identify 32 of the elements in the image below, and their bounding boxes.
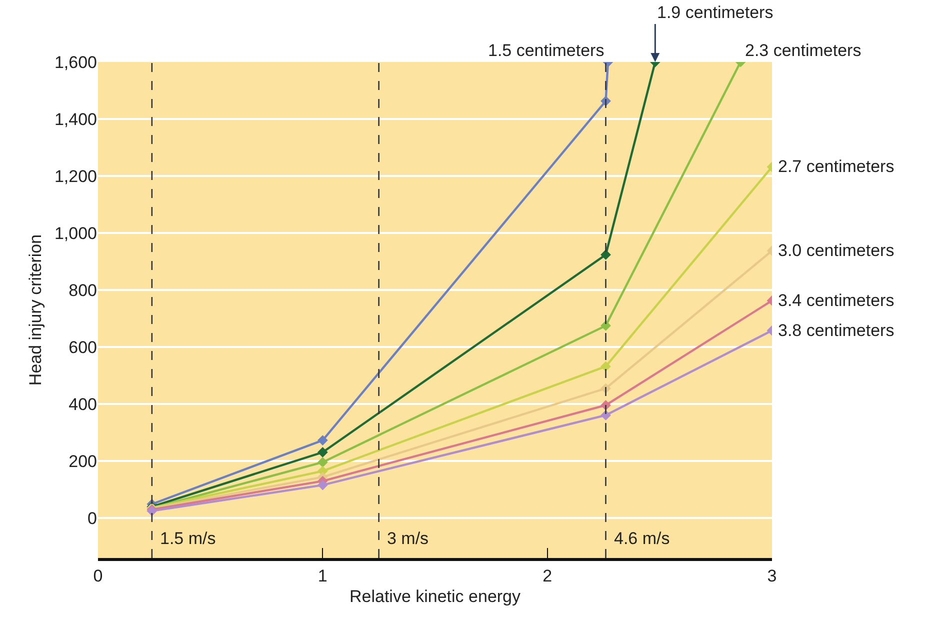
y-tick-label: 1,400 bbox=[54, 110, 97, 129]
series-label: 3.4 centimeters bbox=[778, 291, 894, 310]
ref-line-label: 3 m/s bbox=[387, 529, 429, 548]
y-tick-label: 0 bbox=[88, 509, 97, 528]
point bbox=[600, 410, 611, 420]
series-label: 3.0 centimeters bbox=[778, 241, 894, 260]
y-tick-label: 1,600 bbox=[54, 52, 97, 72]
y-tick-label: 1,200 bbox=[54, 166, 97, 186]
ref-line-label: 4.6 m/s bbox=[614, 529, 670, 548]
series-label: 1.5 centimeters bbox=[488, 41, 604, 60]
y-tick-label: 800 bbox=[68, 281, 97, 300]
text: 1.9 centimeters bbox=[657, 3, 774, 22]
x-tick-label: 2 bbox=[542, 566, 552, 586]
x-axis-title: Relative kinetic energy bbox=[349, 586, 522, 606]
point bbox=[600, 250, 611, 260]
point bbox=[317, 447, 328, 458]
ref-line-label: 1.5 m/s bbox=[160, 529, 216, 548]
point bbox=[317, 435, 328, 446]
y-tick-label: 1,000 bbox=[54, 224, 97, 243]
point bbox=[317, 480, 328, 490]
series-label: 2.3 centimeters bbox=[745, 41, 862, 60]
x-tick-label: 1 bbox=[318, 566, 328, 586]
x-tick-label: 3 bbox=[767, 566, 777, 586]
y-tick-label: 200 bbox=[68, 452, 97, 472]
y-axis-title: Head injury criterion bbox=[26, 234, 46, 386]
point bbox=[317, 457, 328, 468]
y-tick-label: 400 bbox=[68, 395, 97, 414]
y-tick-label: 600 bbox=[68, 338, 97, 358]
series-label: 3.8 centimeters bbox=[778, 321, 894, 340]
point bbox=[600, 361, 611, 372]
point bbox=[600, 320, 611, 331]
series-label: 2.7 centimeters bbox=[778, 157, 894, 176]
